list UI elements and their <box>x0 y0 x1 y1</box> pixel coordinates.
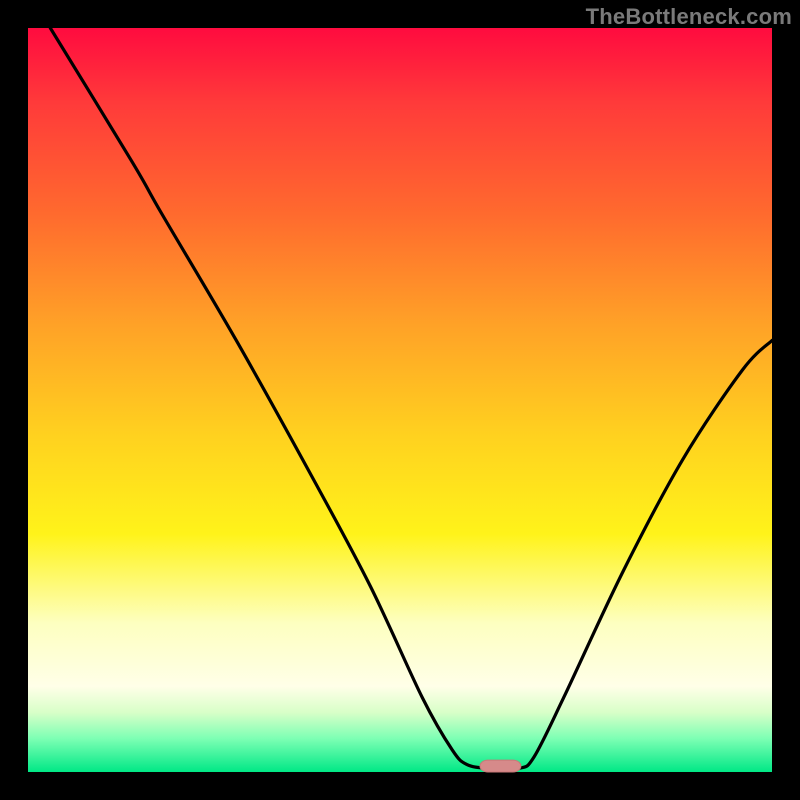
chart-container: TheBottleneck.com <box>0 0 800 800</box>
watermark-text: TheBottleneck.com <box>586 4 792 30</box>
valley-marker <box>480 760 521 772</box>
bottleneck-chart <box>0 0 800 800</box>
plot-background <box>28 28 772 772</box>
